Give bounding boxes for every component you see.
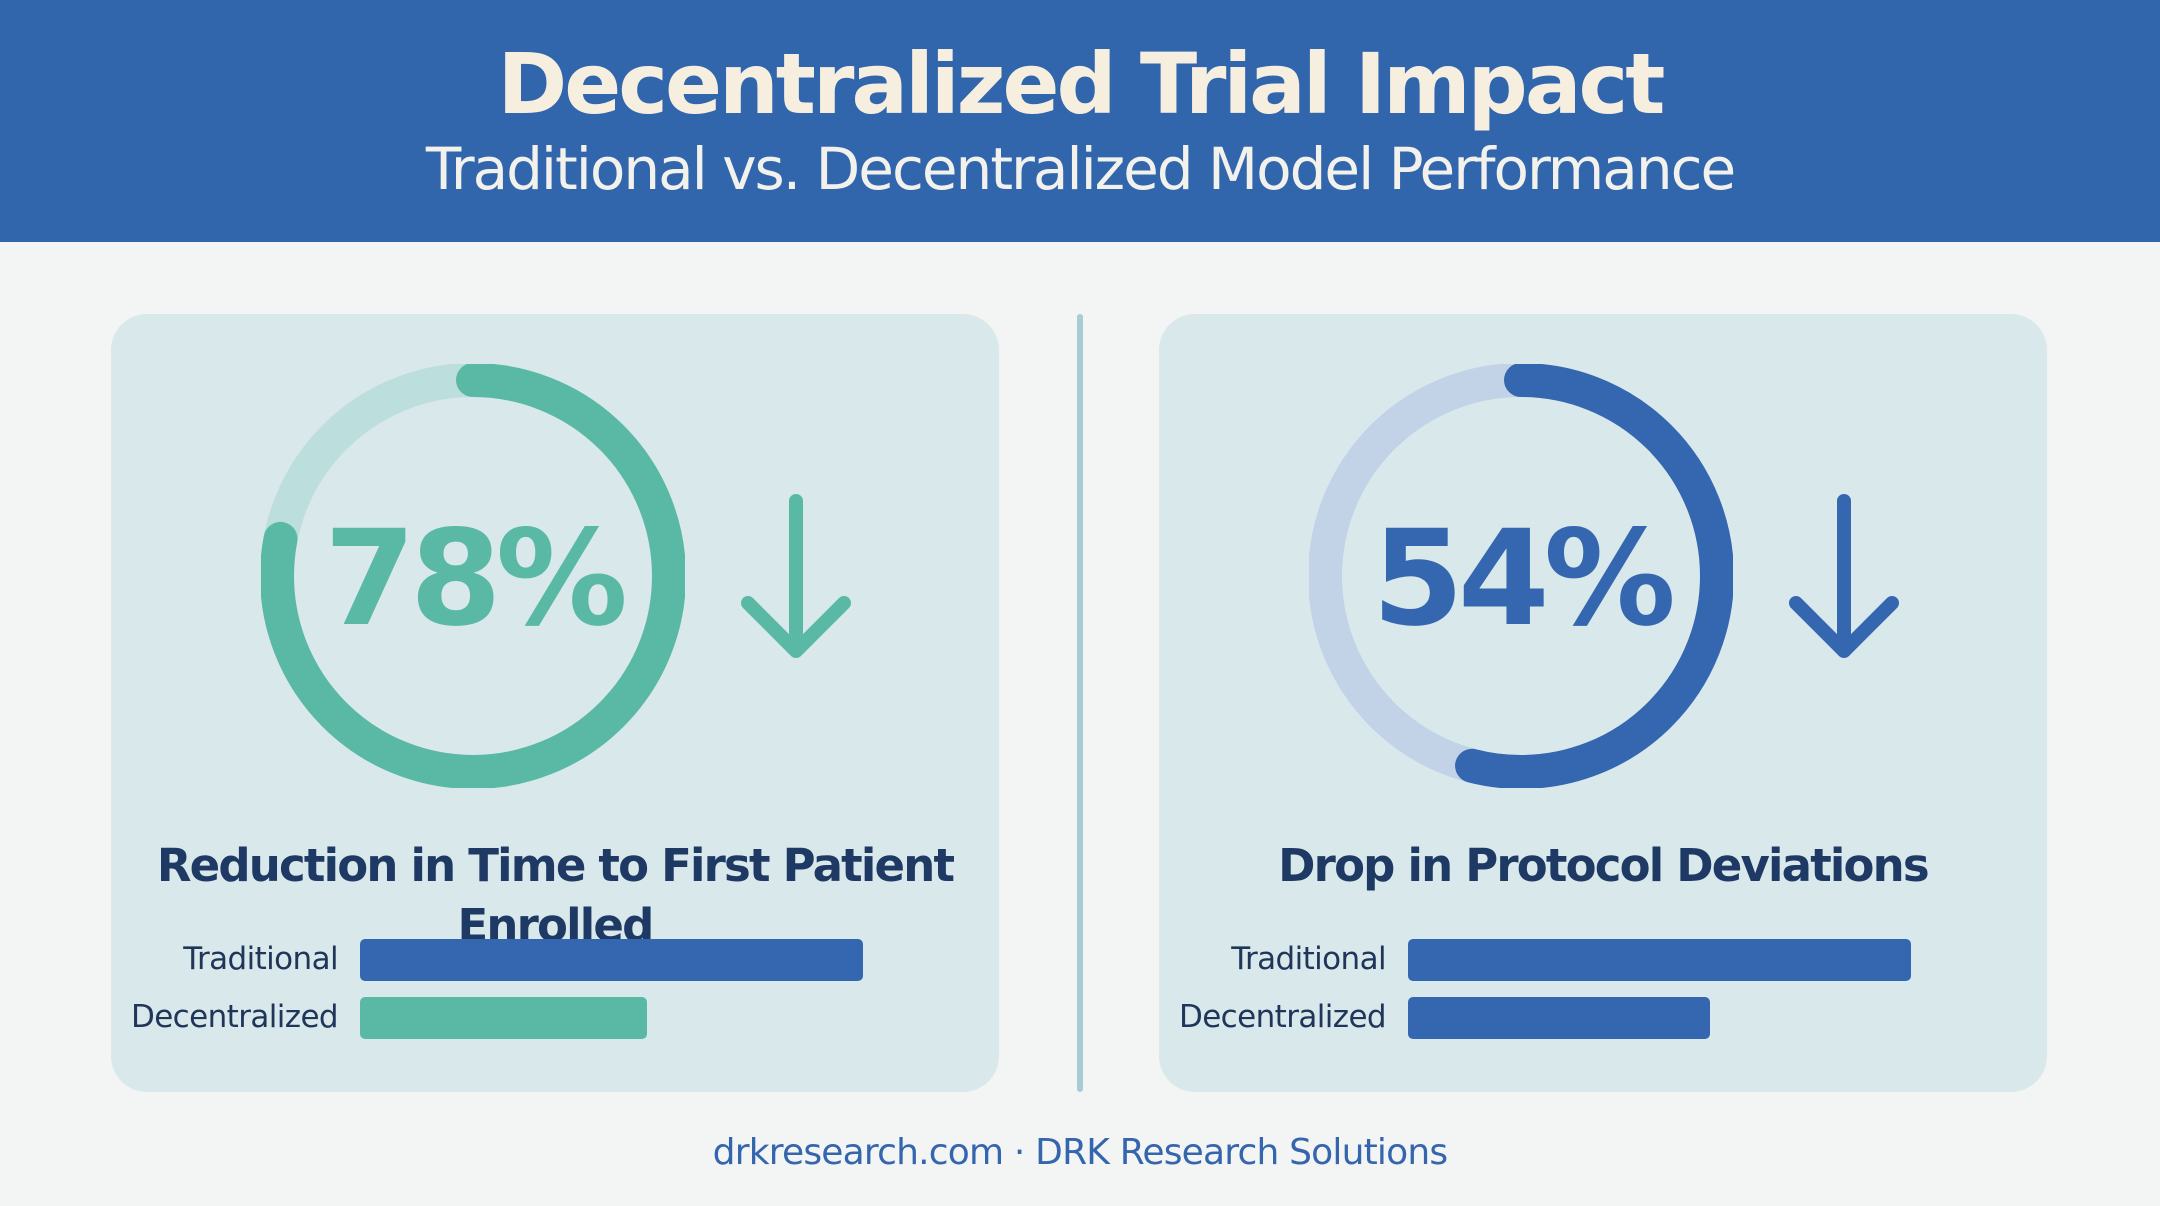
percent-value: 54% — [1372, 502, 1676, 656]
header-banner: Decentralized Trial Impact Traditional v… — [0, 0, 2160, 242]
bar-label-traditional: Traditional — [183, 941, 338, 977]
vertical-divider — [1077, 314, 1083, 1092]
metric-panel-enrollment: 78% Reduction in Time to First Patient E… — [111, 314, 999, 1092]
bar-track-decentralized — [360, 997, 920, 1039]
metric-label: Reduction in Time to First Patient Enrol… — [156, 839, 955, 952]
bar-traditional — [1408, 939, 1911, 981]
bar-track-decentralized — [1408, 997, 1968, 1039]
bar-label-decentralized: Decentralized — [130, 999, 339, 1035]
bar-track-traditional — [360, 939, 920, 981]
bar-track-traditional — [1408, 939, 1968, 981]
page-subtitle: Traditional vs. Decentralized Model Perf… — [425, 135, 1736, 203]
progress-ring — [1309, 364, 1733, 788]
metric-panel-deviations: 54% Drop in Protocol Deviations Traditio… — [1159, 314, 2047, 1092]
arrow-down-icon — [741, 494, 851, 658]
arrow-down-icon — [1789, 494, 1899, 658]
bar-label-traditional: Traditional — [1231, 941, 1386, 977]
bar-label-decentralized: Decentralized — [1178, 999, 1387, 1035]
progress-ring — [261, 364, 685, 788]
bar-traditional — [360, 939, 863, 981]
ring-value-arc — [261, 364, 685, 788]
footer-credit: drkresearch.com · DRK Research Solutions — [712, 1132, 1448, 1173]
metric-label: Drop in Protocol Deviations — [1278, 839, 1930, 892]
ring-value-arc — [1309, 364, 1733, 788]
page-title: Decentralized Trial Impact — [497, 35, 1666, 133]
bar-decentralized — [1408, 997, 1710, 1039]
percent-value: 78% — [324, 502, 628, 656]
bar-decentralized — [360, 997, 647, 1039]
